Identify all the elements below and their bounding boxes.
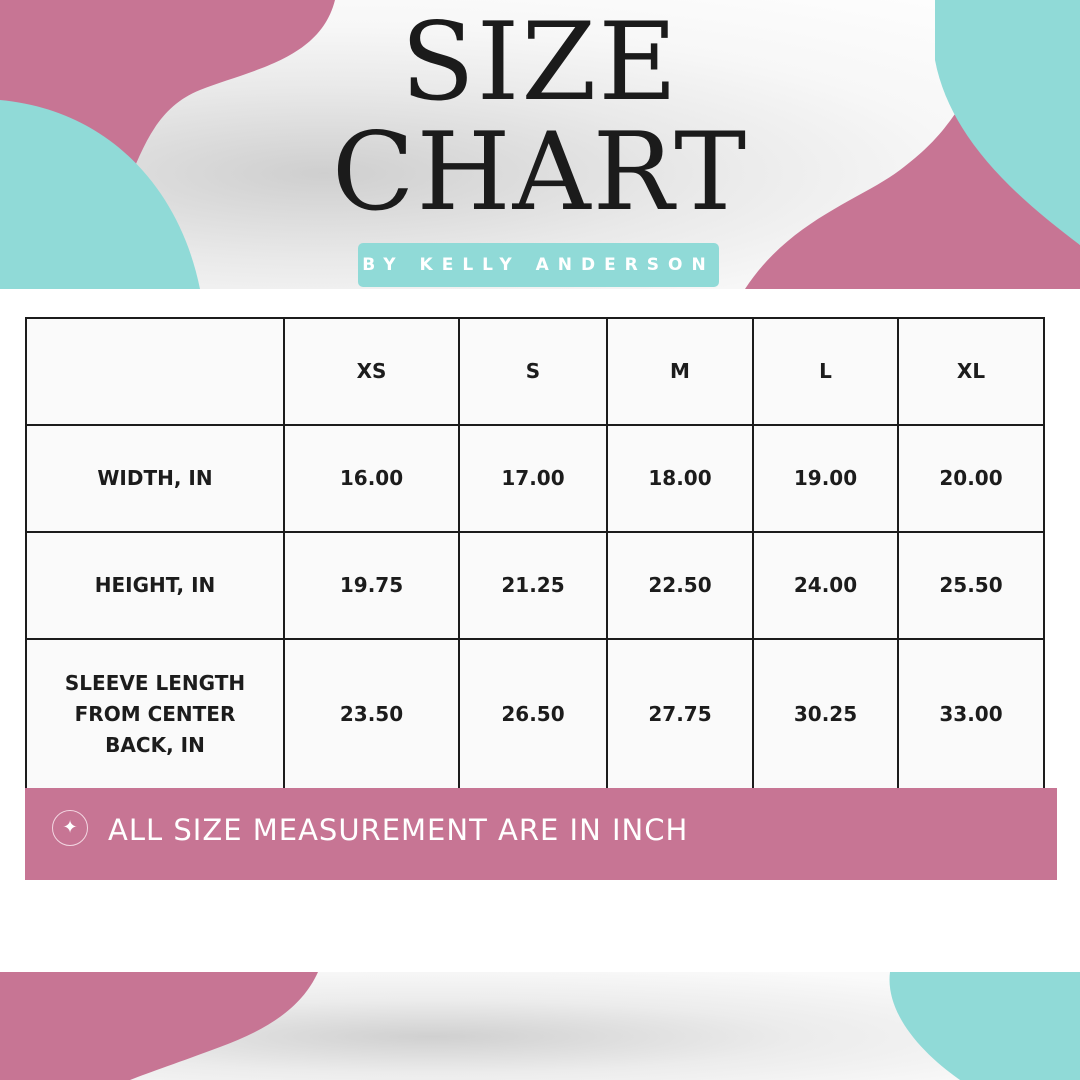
table-cell: 23.50 xyxy=(283,638,460,790)
title-chart: CHART xyxy=(331,110,749,235)
table-cell: 16.00 xyxy=(283,424,460,533)
table-cell: 18.00 xyxy=(606,424,754,533)
table-cell: 19.00 xyxy=(752,424,899,533)
measurement-note-banner: ✦ ALL SIZE MEASUREMENT ARE IN INCH xyxy=(25,788,1057,880)
header-cell: XL xyxy=(897,317,1045,426)
table-cell: 22.50 xyxy=(606,531,754,640)
row-label: HEIGHT, IN xyxy=(25,531,285,640)
decorative-blobs xyxy=(0,0,1080,289)
table-cell: 33.00 xyxy=(897,638,1045,790)
decorative-blobs xyxy=(0,972,1080,1080)
table-row: HEIGHT, IN 19.75 21.25 22.50 24.00 25.50 xyxy=(25,531,1045,640)
title-size: SIZE xyxy=(400,0,680,125)
table-header-row: XS S M L XL xyxy=(25,317,1045,426)
table-cell: 19.75 xyxy=(283,531,460,640)
table-cell: 25.50 xyxy=(897,531,1045,640)
table-cell: 20.00 xyxy=(897,424,1045,533)
header-section: SIZE CHART BY KELLY ANDERSON xyxy=(0,0,1080,289)
table-cell: 24.00 xyxy=(752,531,899,640)
table-cell: 30.25 xyxy=(752,638,899,790)
table-cell: 26.50 xyxy=(458,638,608,790)
header-cell: XS xyxy=(283,317,460,426)
footer-decoration xyxy=(0,972,1080,1080)
byline-badge: BY KELLY ANDERSON xyxy=(358,243,719,287)
table-cell: 21.25 xyxy=(458,531,608,640)
header-cell: M xyxy=(606,317,754,426)
table-row: SLEEVE LENGTH FROM CENTER BACK, IN 23.50… xyxy=(25,638,1045,790)
table-cell: 27.75 xyxy=(606,638,754,790)
row-label: SLEEVE LENGTH FROM CENTER BACK, IN xyxy=(25,638,285,790)
measurement-note: ALL SIZE MEASUREMENT ARE IN INCH xyxy=(108,813,689,847)
header-cell: L xyxy=(752,317,899,426)
row-label: WIDTH, IN xyxy=(25,424,285,533)
header-cell xyxy=(25,317,285,426)
table-cell: 17.00 xyxy=(458,424,608,533)
size-table: XS S M L XL WIDTH, IN 16.00 17.00 18.00 … xyxy=(25,317,1045,790)
sparkle-icon: ✦ xyxy=(52,810,88,846)
header-cell: S xyxy=(458,317,608,426)
table-row: WIDTH, IN 16.00 17.00 18.00 19.00 20.00 xyxy=(25,424,1045,533)
